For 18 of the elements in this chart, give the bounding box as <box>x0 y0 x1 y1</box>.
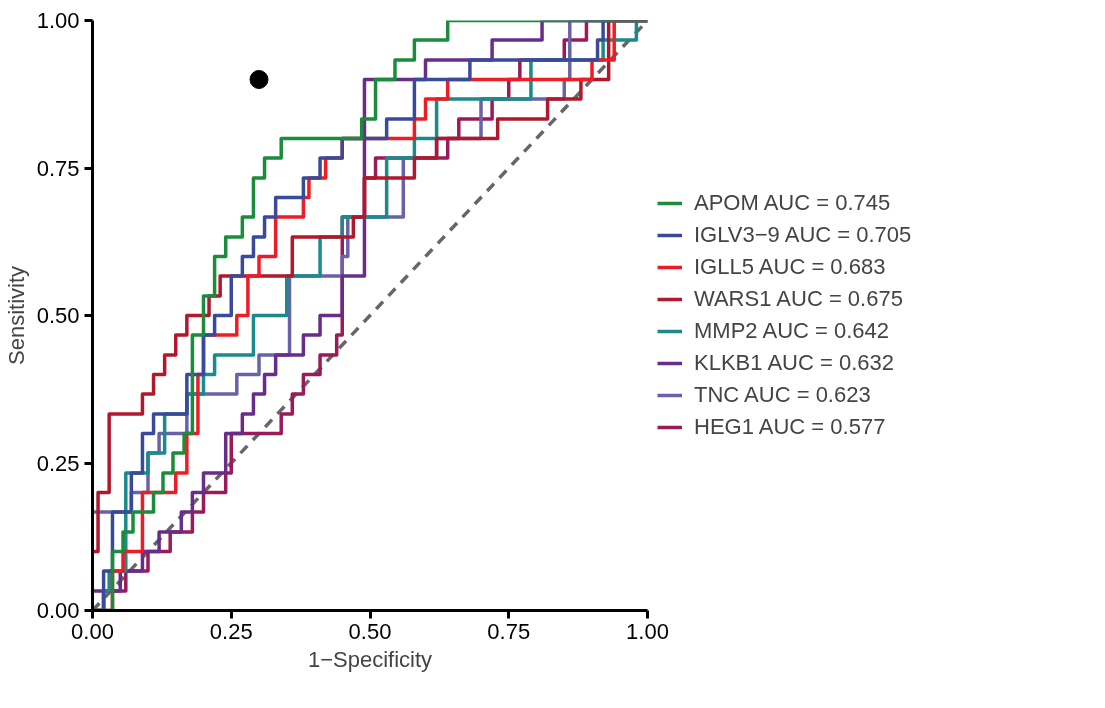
x-axis-title: 1−Specificity <box>307 646 433 672</box>
y-tick-label: 0.75 <box>36 155 80 181</box>
y-tick-label: 0.50 <box>36 303 80 328</box>
legend-label: IGLV3−9 AUC = 0.705 <box>694 222 912 248</box>
legend-label: MMP2 AUC = 0.642 <box>694 318 890 344</box>
x-tick-label: 0.50 <box>348 618 392 644</box>
legend-label: IGLL5 AUC = 0.683 <box>694 254 886 280</box>
y-axis-title: Sensitivity <box>3 265 29 366</box>
legend-label: TNC AUC = 0.623 <box>694 382 871 408</box>
legend-label: WARS1 AUC = 0.675 <box>694 286 903 312</box>
x-tick-label: 0.75 <box>487 618 531 644</box>
x-tick-label: 0.25 <box>209 618 253 644</box>
y-tick-label: 1.00 <box>36 8 80 33</box>
legend-label: KLKB1 AUC = 0.632 <box>694 350 894 376</box>
y-tick-label: 0.25 <box>36 450 80 476</box>
legend-label: HEG1 AUC = 0.577 <box>694 414 886 440</box>
legend-label: APOM AUC = 0.745 <box>694 190 891 216</box>
x-tick-label: 1.00 <box>626 618 669 644</box>
